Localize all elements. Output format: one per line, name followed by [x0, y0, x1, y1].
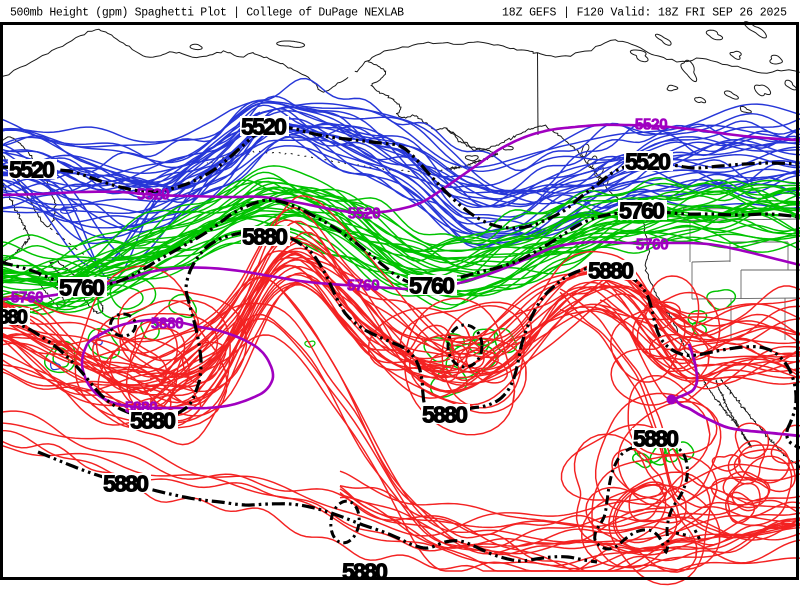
- svg-text:5760: 5760: [11, 290, 43, 307]
- svg-text:5760: 5760: [409, 273, 454, 299]
- svg-text:5880: 5880: [422, 402, 467, 428]
- svg-text:5880: 5880: [242, 224, 287, 250]
- svg-text:5520: 5520: [9, 157, 54, 183]
- svg-text:5880: 5880: [588, 258, 633, 284]
- svg-text:5880: 5880: [130, 408, 175, 434]
- svg-text:500mb Height (gpm) Spaghetti P: 500mb Height (gpm) Spaghetti Plot | Coll…: [10, 7, 404, 20]
- svg-text:5880: 5880: [103, 471, 148, 497]
- svg-text:5760: 5760: [347, 278, 379, 295]
- svg-text:5520: 5520: [137, 187, 169, 204]
- svg-text:5880: 5880: [633, 426, 678, 452]
- svg-text:5520: 5520: [635, 117, 667, 134]
- svg-text:5760: 5760: [59, 275, 104, 301]
- svg-text:5880: 5880: [342, 559, 387, 585]
- svg-text:5760: 5760: [619, 198, 664, 224]
- svg-text:18Z GEFS | F120 Valid: 18Z FRI: 18Z GEFS | F120 Valid: 18Z FRI SEP 26 20…: [502, 7, 787, 20]
- svg-text:5760: 5760: [636, 237, 668, 254]
- svg-text:880: 880: [0, 307, 28, 329]
- svg-text:5880: 5880: [151, 316, 183, 333]
- svg-text:5520: 5520: [348, 206, 380, 223]
- svg-text:5520: 5520: [625, 149, 670, 175]
- svg-text:5520: 5520: [241, 114, 286, 140]
